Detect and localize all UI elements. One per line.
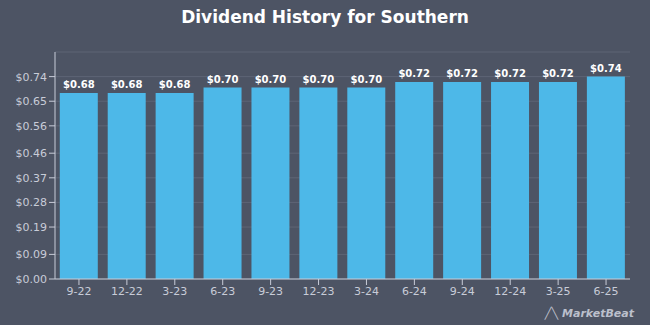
html-text:╱╲ MarketBeat: ╱╲ MarketBeat	[544, 307, 634, 320]
svg-text:$0.28: $0.28	[16, 196, 48, 209]
svg-text:$0.68: $0.68	[63, 79, 95, 90]
svg-text:$0.70: $0.70	[350, 74, 382, 85]
svg-text:12-24: 12-24	[494, 285, 526, 298]
svg-text:$0.68: $0.68	[159, 79, 191, 90]
svg-text:$0.70: $0.70	[255, 74, 287, 85]
svg-text:3-24: 3-24	[354, 285, 379, 298]
svg-text:$0.70: $0.70	[303, 74, 335, 85]
svg-text:$0.37: $0.37	[16, 172, 48, 185]
svg-text:$0.74: $0.74	[590, 63, 622, 74]
svg-text:6-23: 6-23	[210, 285, 235, 298]
svg-text:$0.72: $0.72	[542, 68, 574, 79]
svg-text:$0.46: $0.46	[16, 147, 48, 160]
svg-text:6-24: 6-24	[402, 285, 427, 298]
svg-text:$0.09: $0.09	[16, 248, 48, 261]
svg-text:$0.65: $0.65	[16, 95, 48, 108]
svg-text:3-25: 3-25	[546, 285, 571, 298]
svg-text:$0.72: $0.72	[446, 68, 478, 79]
svg-text:9-24: 9-24	[450, 285, 475, 298]
svg-text:3-23: 3-23	[162, 285, 187, 298]
svg-text:$0.00: $0.00	[16, 273, 48, 286]
svg-text:$0.72: $0.72	[494, 68, 526, 79]
svg-text:$0.19: $0.19	[16, 221, 48, 234]
svg-text:12-22: 12-22	[111, 285, 143, 298]
svg-text:$0.56: $0.56	[16, 120, 48, 133]
svg-text:9-22: 9-22	[66, 285, 91, 298]
svg-text:9-23: 9-23	[258, 285, 283, 298]
svg-text:$0.70: $0.70	[207, 74, 239, 85]
svg-text:$0.74: $0.74	[16, 71, 48, 84]
svg-text:12-23: 12-23	[303, 285, 335, 298]
svg-text:$0.72: $0.72	[398, 68, 430, 79]
svg-text:6-25: 6-25	[594, 285, 619, 298]
svg-text:$0.68: $0.68	[111, 79, 143, 90]
html-text:Dividend History for Southern: Dividend History for Southern	[181, 7, 469, 27]
